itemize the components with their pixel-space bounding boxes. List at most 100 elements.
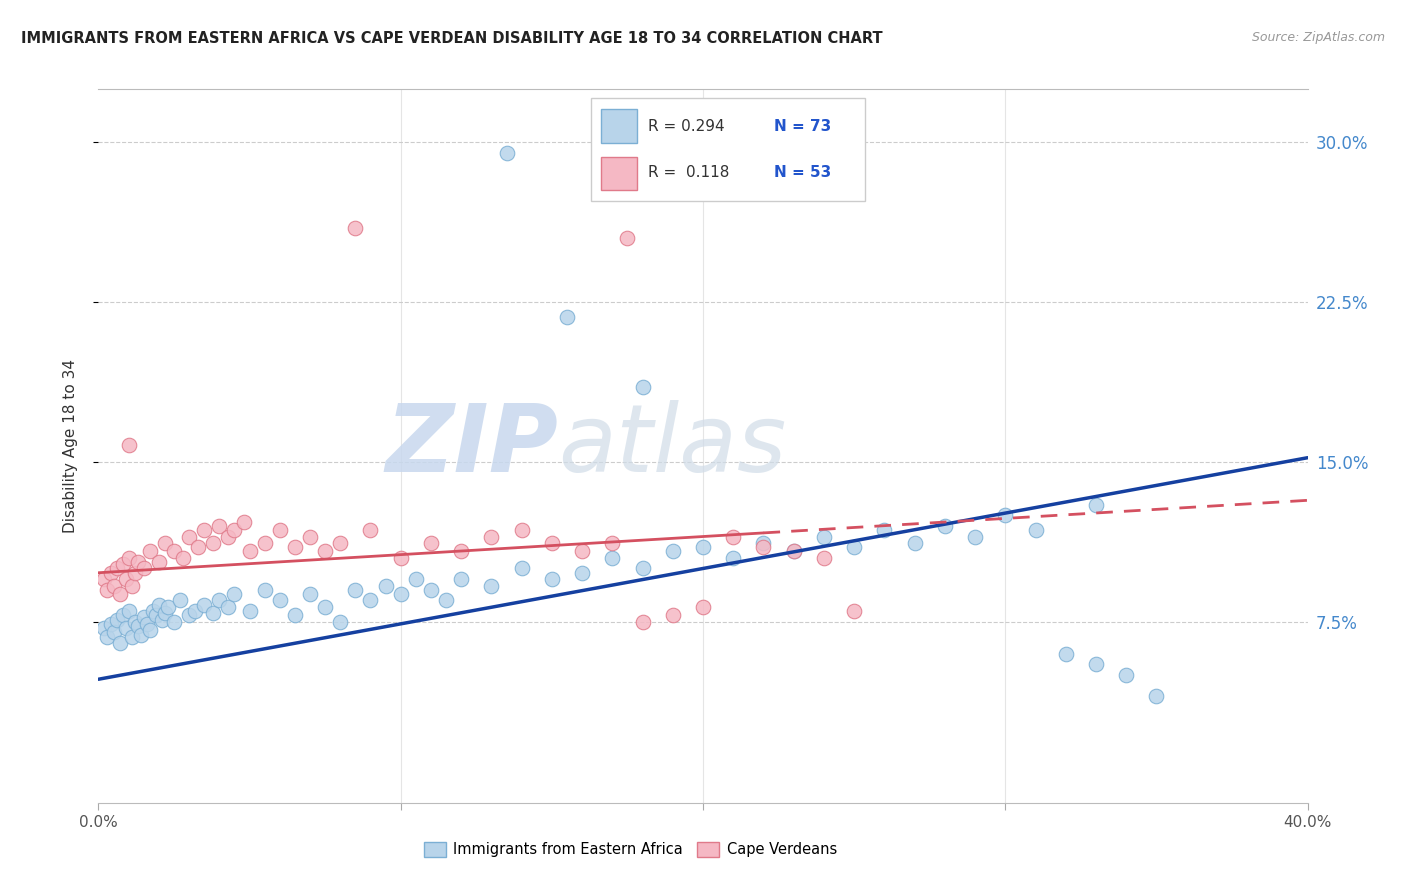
Point xyxy=(193,598,215,612)
Point xyxy=(1024,523,1046,537)
Point xyxy=(631,561,654,575)
FancyBboxPatch shape xyxy=(602,110,637,144)
Point xyxy=(93,572,115,586)
Point xyxy=(314,544,336,558)
Point xyxy=(224,587,246,601)
Point xyxy=(93,621,115,635)
Point xyxy=(217,599,239,614)
Legend: Immigrants from Eastern Africa, Cape Verdeans: Immigrants from Eastern Africa, Cape Ver… xyxy=(418,836,842,863)
Point xyxy=(389,550,412,565)
Point xyxy=(692,540,714,554)
Text: R = 0.294: R = 0.294 xyxy=(648,119,724,134)
Text: atlas: atlas xyxy=(558,401,786,491)
Point xyxy=(1144,690,1167,704)
Point xyxy=(1085,498,1108,512)
Point xyxy=(934,519,956,533)
Point xyxy=(202,536,225,550)
Point xyxy=(163,544,186,558)
Point xyxy=(329,536,352,550)
Point xyxy=(193,523,215,537)
Point xyxy=(510,523,533,537)
Text: N = 73: N = 73 xyxy=(775,119,831,134)
Point xyxy=(752,540,775,554)
Point xyxy=(150,613,173,627)
Point xyxy=(132,561,155,575)
Point xyxy=(124,615,146,629)
Point xyxy=(360,593,382,607)
Point xyxy=(139,624,162,638)
Point xyxy=(389,587,412,601)
Point xyxy=(434,593,457,607)
Point xyxy=(135,616,157,631)
Point xyxy=(329,615,352,629)
Point xyxy=(142,604,165,618)
Point xyxy=(187,540,209,554)
Point xyxy=(602,536,624,550)
Point xyxy=(284,540,307,554)
Point xyxy=(420,536,443,550)
Point xyxy=(179,529,201,543)
Point xyxy=(132,610,155,624)
Point xyxy=(540,572,562,586)
Point xyxy=(904,536,927,550)
Point xyxy=(873,523,896,537)
Point xyxy=(571,544,593,558)
Point xyxy=(145,608,167,623)
Point xyxy=(344,582,367,597)
Point xyxy=(108,636,131,650)
Point xyxy=(661,608,683,623)
Point xyxy=(239,544,262,558)
Point xyxy=(405,572,427,586)
Point xyxy=(163,615,186,629)
Point xyxy=(510,561,533,575)
Point xyxy=(723,550,745,565)
Point xyxy=(269,593,291,607)
Point xyxy=(108,587,131,601)
Y-axis label: Disability Age 18 to 34: Disability Age 18 to 34 xyxy=(63,359,77,533)
Point xyxy=(96,630,118,644)
Point xyxy=(661,544,683,558)
Point xyxy=(374,578,396,592)
Point xyxy=(571,566,593,580)
Point xyxy=(813,550,835,565)
Point xyxy=(105,561,128,575)
Point xyxy=(127,555,149,569)
Point xyxy=(139,544,162,558)
Point xyxy=(100,616,122,631)
Point xyxy=(153,536,176,550)
Text: ZIP: ZIP xyxy=(385,400,558,492)
Point xyxy=(555,310,578,325)
Point xyxy=(103,578,125,592)
Point xyxy=(994,508,1017,523)
Point xyxy=(752,536,775,550)
Point xyxy=(783,544,806,558)
Point xyxy=(1054,647,1077,661)
Point xyxy=(121,630,143,644)
Point xyxy=(692,599,714,614)
Point xyxy=(148,598,170,612)
FancyBboxPatch shape xyxy=(602,157,637,190)
Point xyxy=(121,578,143,592)
Point xyxy=(540,536,562,550)
Point xyxy=(111,558,134,572)
Point xyxy=(114,572,136,586)
Point xyxy=(239,604,262,618)
Point xyxy=(965,529,987,543)
Text: N = 53: N = 53 xyxy=(775,165,831,180)
Point xyxy=(723,529,745,543)
Point xyxy=(495,146,517,161)
Point xyxy=(96,582,118,597)
Point xyxy=(344,220,367,235)
Point xyxy=(156,599,179,614)
Point xyxy=(118,550,141,565)
Point xyxy=(232,515,254,529)
Point xyxy=(169,593,191,607)
Point xyxy=(129,627,152,641)
Point xyxy=(631,615,654,629)
Point xyxy=(148,555,170,569)
Point xyxy=(299,529,322,543)
Point xyxy=(253,582,276,597)
Point xyxy=(114,621,136,635)
Point xyxy=(813,529,835,543)
Point xyxy=(299,587,322,601)
